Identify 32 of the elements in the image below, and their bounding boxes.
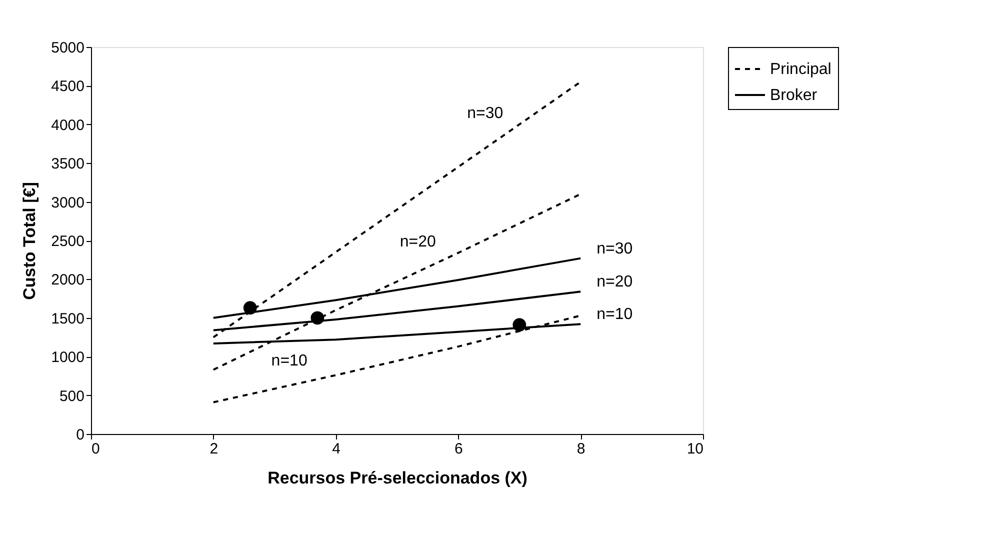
x-tick-label: 8 xyxy=(576,440,586,458)
y-tick-label: 1500 xyxy=(51,310,84,328)
x-tick-label: 0 xyxy=(92,440,100,458)
y-axis-title: Custo Total [€] xyxy=(20,182,40,300)
point xyxy=(512,318,526,332)
y-tick-label: 5000 xyxy=(51,40,84,56)
y-tick-label: 2000 xyxy=(51,272,84,289)
line-series xyxy=(212,80,582,338)
x-axis-title: Recursos Pré-seleccionados (X) xyxy=(268,468,528,488)
annotation: n=10 xyxy=(596,306,633,324)
y-tick-label: 0 xyxy=(76,426,84,444)
annotation: n=20 xyxy=(400,233,436,250)
y-tick-label: 500 xyxy=(59,388,84,405)
y-tick-label: 4000 xyxy=(51,116,84,134)
x-tick-label: 6 xyxy=(454,440,463,458)
annotation: n=30 xyxy=(467,104,504,122)
annotation: n=10 xyxy=(271,352,308,370)
x-tick-label: 2 xyxy=(210,440,218,458)
annotation: n=30 xyxy=(596,240,633,258)
point xyxy=(243,301,257,315)
y-tick-label: 4500 xyxy=(51,78,84,96)
y-tick-label: 3000 xyxy=(51,194,84,212)
y-tick-label: 1000 xyxy=(51,349,84,366)
point xyxy=(310,311,324,325)
y-tick-label: 3500 xyxy=(51,156,84,173)
line-series xyxy=(212,193,582,371)
x-tick-label: 4 xyxy=(332,440,340,458)
annotation: n=20 xyxy=(596,274,633,291)
legend-label: Principal xyxy=(770,61,832,78)
x-tick-label: 10 xyxy=(686,440,704,458)
legend-label: Broker xyxy=(770,87,818,104)
y-tick-label: 2500 xyxy=(51,233,84,250)
